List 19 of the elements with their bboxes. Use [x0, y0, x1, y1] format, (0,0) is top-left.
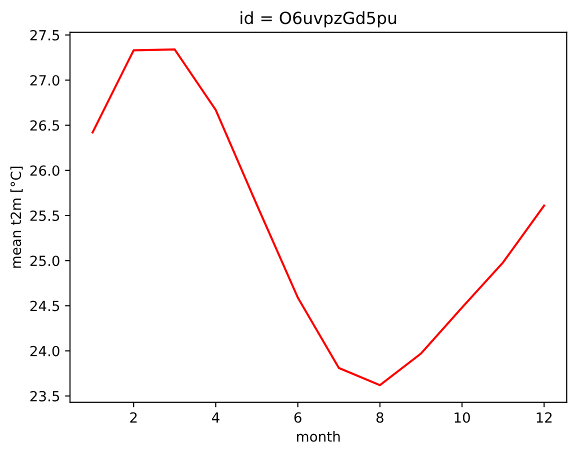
x-tick-label: 12: [536, 412, 552, 423]
y-tick-label: 26.5: [30, 120, 60, 131]
y-tick-label: 23.5: [30, 390, 60, 402]
x-tick-label: 2: [130, 412, 137, 423]
y-axis-title: mean t2m [°C]: [10, 166, 23, 268]
x-tick-label: 6: [294, 412, 302, 423]
y-tick-label: 27.0: [30, 75, 60, 86]
y-tick-label: 24.5: [30, 300, 60, 312]
x-tick-label: 8: [376, 412, 384, 423]
y-tick-label: 24.0: [30, 346, 60, 356]
y-tick-label: 27.5: [30, 30, 60, 40]
y-tick-label: 25.5: [30, 210, 60, 221]
x-tick-label: 4: [212, 412, 220, 423]
y-tick-label: 26.0: [30, 165, 60, 176]
chart-title: id = O6uvpzGd5pu: [240, 11, 396, 28]
y-tick-label: 25.0: [30, 256, 60, 266]
x-axis-title: month: [297, 431, 340, 442]
x-tick-label: 10: [454, 412, 470, 423]
line-series: [92, 48, 546, 386]
